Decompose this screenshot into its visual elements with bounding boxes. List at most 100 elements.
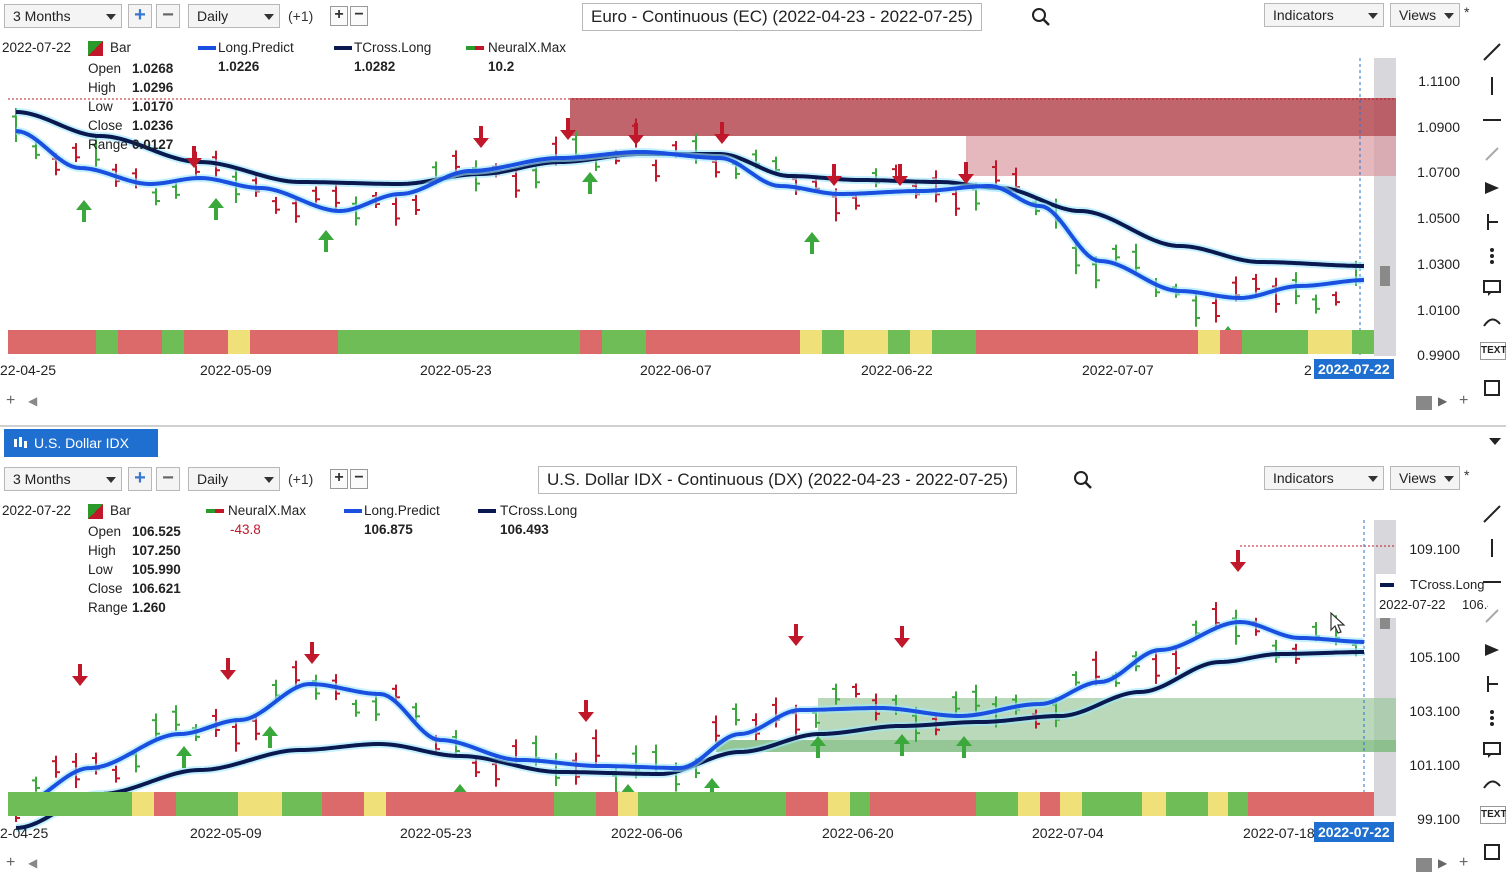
signal-segment — [976, 330, 1198, 354]
signal-segment — [1142, 792, 1166, 816]
indicator-name-tcross: TCross.Long — [354, 40, 432, 55]
offset-plus-button[interactable]: + — [330, 6, 348, 26]
ohlc-value-close: 1.0236 — [132, 118, 174, 133]
vertical-line-icon[interactable] — [1480, 536, 1504, 560]
views-dropdown[interactable]: Views — [1390, 466, 1460, 490]
offset-minus-button[interactable]: − — [350, 469, 368, 489]
ohlc-value-high: 1.0296 — [132, 80, 174, 95]
signal-segment — [1166, 792, 1208, 816]
sell-arrow-shaft — [310, 642, 314, 656]
indicator-name-neuralx: NeuralX.Max — [488, 40, 567, 55]
signal-segment — [154, 792, 176, 816]
scroll-left-icon[interactable]: ◀ — [28, 394, 38, 408]
scale-handle[interactable] — [1380, 613, 1390, 629]
scroll-thumb[interactable] — [1416, 396, 1432, 410]
crosshair-tooltip: TCross.Long 2022-07-22 106.493 — [1376, 574, 1488, 618]
dollar-price-chart[interactable] — [0, 498, 1478, 848]
chart-title[interactable]: Euro - Continuous (EC) (2022-04-23 - 202… — [582, 3, 982, 31]
sell-arrow-icon — [958, 174, 974, 184]
add-icon[interactable]: + — [1459, 392, 1469, 409]
signal-segment — [118, 330, 162, 354]
rectangle-icon[interactable] — [1480, 840, 1504, 864]
buy-arrow-icon — [810, 736, 826, 746]
sell-arrow-shaft — [720, 122, 724, 136]
date-label: 22-04-25 — [0, 362, 57, 378]
chevron-down-icon[interactable] — [1488, 437, 1502, 447]
neuralx-swatch-up — [466, 46, 475, 50]
chevron-down-icon — [1368, 13, 1378, 19]
range-select[interactable]: 3 Months — [4, 4, 122, 28]
bar-swatch-icon — [88, 41, 103, 56]
horizontal-line-icon[interactable] — [1480, 108, 1504, 132]
ohlc-label-close: Close — [88, 118, 123, 133]
fork-icon[interactable] — [1480, 672, 1504, 696]
signal-segment — [618, 792, 638, 816]
zoom-out-button[interactable]: − — [156, 467, 180, 491]
line-tool-icon[interactable] — [1480, 40, 1504, 64]
dots-icon[interactable] — [1480, 706, 1504, 730]
scroll-left-icon[interactable]: ◀ — [28, 856, 38, 870]
offset-minus-button[interactable]: − — [350, 6, 368, 26]
sell-arrow-shaft — [898, 164, 902, 178]
vertical-line-icon[interactable] — [1480, 74, 1504, 98]
bar-label: Bar — [110, 40, 132, 55]
range-select[interactable]: 3 Months — [4, 467, 122, 491]
interval-select[interactable]: Daily — [188, 4, 280, 28]
rectangle-icon[interactable] — [1480, 376, 1504, 400]
signal-segment — [888, 330, 910, 354]
scroll-right-icon[interactable]: ▶ — [1438, 856, 1448, 870]
curve-icon[interactable] — [1480, 310, 1504, 334]
horizontal-line-icon[interactable] — [1480, 570, 1504, 594]
pen-icon[interactable] — [1480, 604, 1504, 628]
chart-title[interactable]: U.S. Dollar IDX - Continuous (DX) (2022-… — [538, 466, 1018, 494]
tab-us-dollar-idx[interactable]: U.S. Dollar IDX (DX) — [4, 429, 158, 479]
signal-segment — [844, 330, 888, 354]
signal-segment — [850, 792, 870, 816]
scroll-right-icon[interactable]: ▶ — [1438, 394, 1448, 408]
comment-icon[interactable] — [1480, 738, 1504, 762]
signal-segment — [932, 330, 976, 354]
buy-arrow-shaft — [214, 206, 218, 220]
curve-icon[interactable] — [1480, 772, 1504, 796]
line-tool-icon[interactable] — [1480, 502, 1504, 526]
indicators-label: Indicators — [1273, 470, 1334, 486]
interval-select[interactable]: Daily — [188, 467, 280, 491]
add-icon[interactable]: + — [6, 854, 16, 871]
scroll-thumb[interactable] — [1416, 858, 1432, 872]
indicator-name-tcross: TCross.Long — [500, 503, 578, 518]
ohlc-label-low: Low — [88, 562, 113, 577]
text-tool-button[interactable]: TEXT — [1480, 806, 1506, 824]
pen-icon[interactable] — [1480, 142, 1504, 166]
search-icon[interactable] — [1030, 6, 1052, 28]
search-icon[interactable] — [1072, 469, 1094, 491]
ohlc-label-open: Open — [88, 61, 122, 76]
offset-plus-button[interactable]: + — [330, 469, 348, 489]
comment-icon[interactable] — [1480, 276, 1504, 300]
text-tool-button[interactable]: TEXT — [1480, 342, 1506, 360]
scale-handle[interactable] — [1380, 266, 1390, 286]
add-icon[interactable]: + — [1459, 854, 1469, 871]
mouse-cursor-icon — [1330, 612, 1346, 634]
date-label: 2022-07-07 — [1082, 362, 1154, 378]
chevron-down-icon — [1368, 476, 1378, 482]
euro-price-chart[interactable] — [0, 36, 1478, 386]
zoom-out-button[interactable]: − — [156, 4, 180, 28]
signal-segment — [338, 330, 580, 354]
sell-arrow-icon — [220, 670, 236, 680]
horizontal-scrollbar[interactable]: + ◀ ▶ + — [0, 854, 1478, 874]
zoom-in-button[interactable]: + — [128, 467, 152, 491]
fork-icon[interactable] — [1480, 210, 1504, 234]
indicators-dropdown[interactable]: Indicators — [1264, 466, 1384, 490]
add-icon[interactable]: + — [6, 392, 16, 409]
indicators-dropdown[interactable]: Indicators — [1264, 3, 1384, 27]
settings-star[interactable]: * — [1464, 4, 1470, 20]
dots-icon[interactable] — [1480, 244, 1504, 268]
arrow-icon[interactable] — [1480, 638, 1504, 662]
signal-segment — [1248, 792, 1374, 816]
zoom-in-button[interactable]: + — [128, 4, 152, 28]
arrow-icon[interactable] — [1480, 176, 1504, 200]
price-label: 103.100 — [1409, 703, 1460, 719]
views-dropdown[interactable]: Views — [1390, 3, 1460, 27]
settings-star[interactable]: * — [1464, 467, 1470, 483]
horizontal-scrollbar[interactable]: + ◀ ▶ + — [0, 392, 1478, 412]
